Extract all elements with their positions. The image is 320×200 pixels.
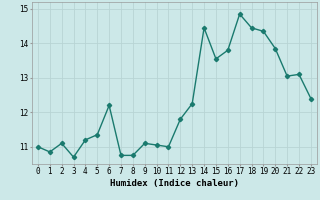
X-axis label: Humidex (Indice chaleur): Humidex (Indice chaleur) (110, 179, 239, 188)
